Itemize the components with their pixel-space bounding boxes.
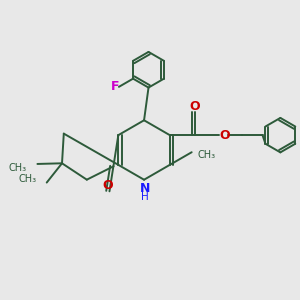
Text: N: N bbox=[140, 182, 150, 195]
Text: O: O bbox=[103, 179, 113, 193]
Text: CH₃: CH₃ bbox=[9, 163, 27, 172]
Text: CH₃: CH₃ bbox=[197, 150, 215, 160]
Text: CH₃: CH₃ bbox=[18, 174, 36, 184]
Text: F: F bbox=[111, 80, 120, 93]
Text: O: O bbox=[220, 129, 230, 142]
Text: H: H bbox=[141, 192, 148, 202]
Text: O: O bbox=[190, 100, 200, 113]
